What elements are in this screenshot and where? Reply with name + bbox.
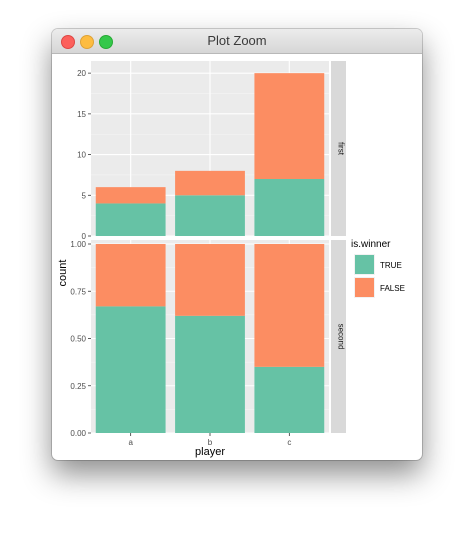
facet-strip-label: second	[337, 324, 346, 350]
facet-strip-label: first	[337, 142, 346, 156]
minimize-button[interactable]	[80, 35, 94, 49]
y-tick-label: 0.25	[70, 382, 86, 391]
y-tick-label: 0.50	[70, 335, 86, 344]
bar-c-true	[254, 366, 325, 433]
bar-a-true	[95, 203, 166, 236]
y-tick-label: 1.00	[70, 240, 86, 249]
y-tick-label: 0.00	[70, 429, 86, 438]
bar-b-true	[175, 195, 245, 236]
x-axis-label: player	[195, 446, 225, 458]
facet-strip	[331, 240, 346, 433]
bar-b-false	[175, 170, 245, 196]
x-tick-label: b	[208, 438, 213, 447]
legend-swatch-false	[355, 278, 374, 297]
bar-c-false	[254, 73, 325, 179]
zoom-button[interactable]	[99, 35, 113, 49]
x-tick-label: a	[128, 438, 133, 447]
y-axis-label: count	[57, 260, 69, 287]
legend-swatch-true	[355, 255, 374, 274]
legend-label-true: TRUE	[380, 261, 402, 270]
faceted-bar-chart: 0 5 10 15 20 first 0.00 0.25 0.50 0.75 1.00 second a…	[57, 61, 405, 458]
bar-a-true	[95, 306, 166, 433]
y-tick-label: 20	[77, 69, 86, 78]
close-button[interactable]	[61, 35, 75, 49]
facet-strip	[331, 61, 346, 236]
title-bar[interactable]: Plot Zoom	[52, 29, 422, 54]
window-title: Plot Zoom	[207, 33, 267, 48]
plot-zoom-window: Plot Zoom 0 5 10 15 20 first 0.00 0.25 0.50 0.75 1…	[52, 29, 422, 460]
bar-c-false	[254, 244, 325, 367]
legend-title: is.winner	[351, 239, 391, 250]
legend-label-false: FALSE	[380, 284, 405, 293]
bar-a-false	[95, 244, 166, 307]
y-tick-label: 5	[82, 191, 87, 200]
y-tick-label: 10	[77, 151, 86, 160]
y-tick-label: 0	[82, 232, 87, 241]
bar-b-false	[175, 244, 245, 316]
x-tick-label: c	[287, 438, 291, 447]
bar-a-false	[95, 187, 166, 204]
y-tick-label: 0.75	[70, 287, 86, 296]
y-tick-label: 15	[77, 110, 86, 119]
bar-c-true	[254, 179, 325, 236]
bar-b-true	[175, 315, 245, 433]
